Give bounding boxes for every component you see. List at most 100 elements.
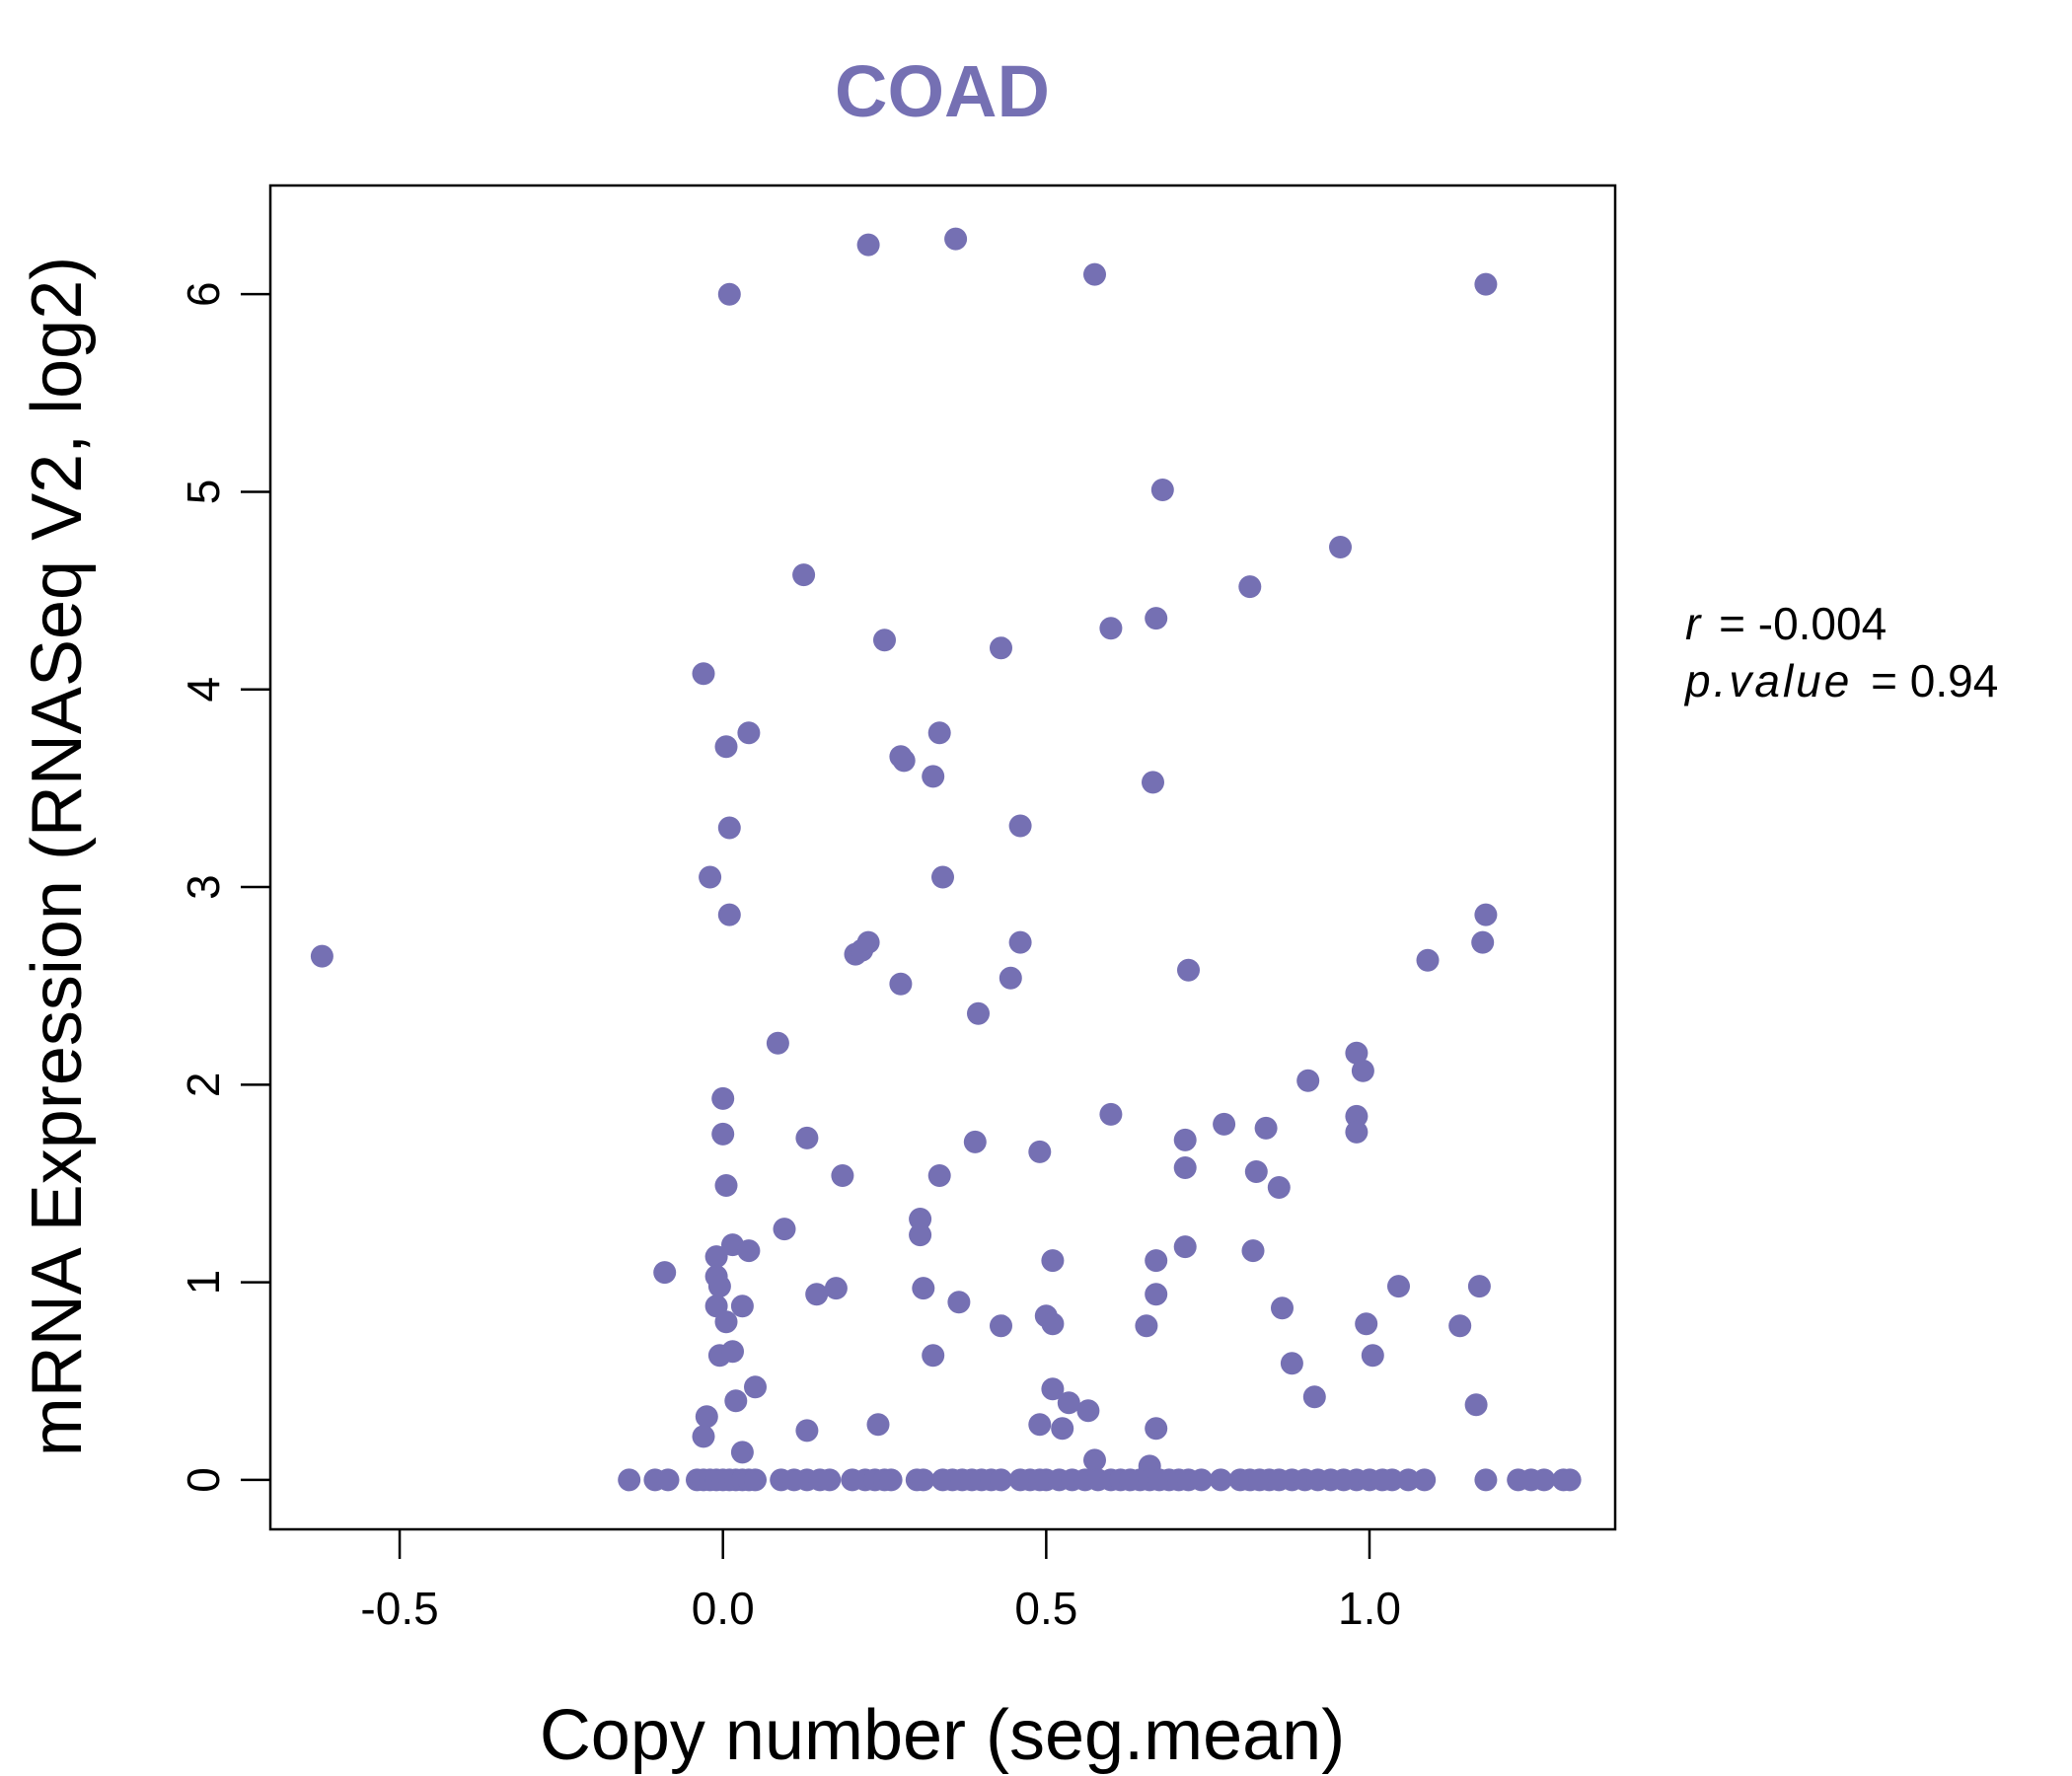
data-point [717,282,741,306]
data-point [990,1468,1012,1492]
data-point [653,1261,677,1285]
data-point [927,721,951,745]
data-point [990,636,1012,660]
data-point [1028,1413,1052,1437]
data-point [909,1223,932,1247]
data-point [909,1208,932,1230]
data-point [766,1031,789,1055]
data-point [1416,948,1440,972]
data-point [892,749,916,773]
data-point [856,930,880,954]
r-label: r [1685,598,1702,649]
data-point [931,865,954,889]
data-point [1345,1041,1369,1065]
data-point [866,1413,890,1437]
y-tick-label: 5 [178,480,229,505]
data-point [879,1468,903,1492]
data-point [744,1468,767,1492]
data-point [1355,1312,1378,1336]
data-point [1057,1391,1080,1415]
data-point [1099,1102,1123,1126]
data-point [1145,1283,1168,1306]
data-point [1145,607,1168,630]
data-point [1173,1235,1197,1259]
data-point [711,1086,735,1110]
data-point [1241,1239,1265,1263]
data-point [1028,1140,1052,1163]
data-point [704,1245,728,1269]
data-point [1244,1160,1268,1183]
data-point [912,1468,935,1492]
data-point [1041,1312,1065,1336]
data-point [1142,771,1164,794]
data-point [1448,1314,1472,1338]
data-point [1387,1275,1410,1298]
data-point [721,1340,744,1364]
data-point [1145,1249,1168,1273]
data-point [1135,1314,1158,1338]
chart-title: COAD [835,50,1050,132]
data-point [856,233,880,257]
data-point [1471,930,1495,954]
data-point [1173,1156,1197,1179]
data-point [1177,958,1200,982]
data-point [1008,930,1032,954]
data-point [773,1218,796,1241]
data-point [990,1314,1012,1338]
data-point [1238,575,1262,599]
x-axis: -0.5 0.0 0.5 1.0 [360,1529,1401,1634]
data-point [1474,1468,1498,1492]
p-value-statistic: p.value = 0.94 [1683,655,1998,706]
x-tick-label: -0.5 [360,1583,438,1634]
y-tick-label: 3 [178,874,229,900]
data-point [1213,1112,1236,1136]
p-label: p.value [1683,655,1852,706]
data-point [717,816,741,840]
data-point [1083,1448,1106,1472]
y-tick-label: 0 [178,1467,229,1493]
data-point [692,662,715,686]
data-point [927,1164,951,1187]
data-point [889,972,913,996]
data-point [1041,1249,1065,1273]
data-point [963,1130,987,1153]
y-tick-label: 1 [178,1270,229,1295]
data-point [714,735,738,759]
data-point [737,721,761,745]
data-point [1041,1377,1065,1401]
data-point [737,1239,761,1263]
data-point [730,1441,754,1464]
data-point [795,1126,819,1149]
data-point [692,1425,715,1448]
data-point [1345,1104,1369,1128]
data-points [310,227,1582,1492]
data-point [1532,1468,1556,1492]
x-axis-label: Copy number (seg.mean) [540,1696,1345,1775]
r-statistic: r = -0.004 [1685,598,1887,649]
data-point [1474,903,1498,926]
r-value: = -0.004 [1719,598,1887,649]
data-point [714,1174,738,1197]
data-point [618,1468,641,1492]
data-point [1474,272,1498,296]
data-point [699,865,722,889]
data-point [1467,1275,1491,1298]
data-point [912,1277,935,1300]
data-point [707,1275,731,1298]
data-point [831,1164,854,1187]
data-point [792,563,816,587]
data-point [1173,1128,1197,1151]
y-tick-label: 4 [178,677,229,703]
data-point [744,1375,767,1399]
data-point [711,1122,735,1146]
data-point [967,1001,990,1025]
data-point [1464,1393,1488,1417]
data-point [922,1344,945,1368]
y-axis: 0 1 2 3 4 5 6 [178,281,270,1493]
data-point [1296,1069,1320,1092]
data-point [1351,1059,1374,1082]
data-point [1271,1296,1294,1320]
data-point [999,966,1022,990]
x-tick-label: 0.0 [692,1583,755,1634]
